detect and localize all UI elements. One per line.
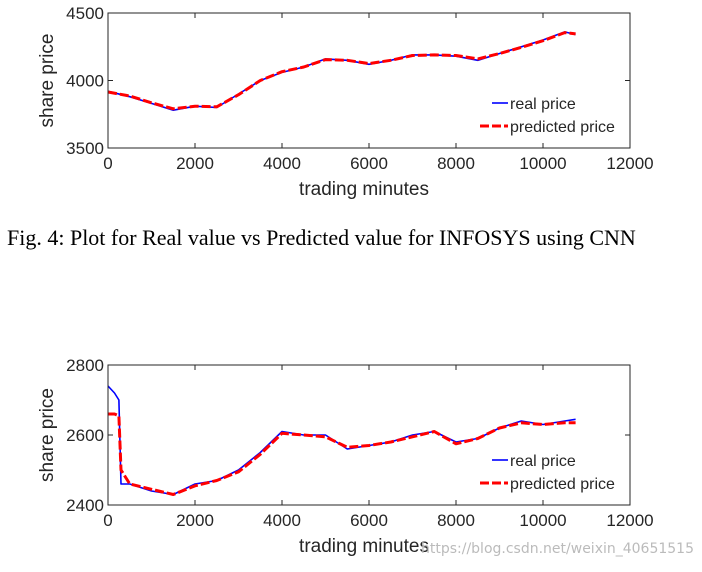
y-tick-label: 4500 <box>66 4 104 23</box>
y-tick-label: 2600 <box>66 426 104 445</box>
x-tick-label: 0 <box>103 154 112 173</box>
y-tick-label: 4000 <box>66 72 104 91</box>
figure-caption: Fig. 4: Plot for Real value vs Predicted… <box>7 225 636 250</box>
series-line <box>107 31 576 111</box>
watermark: https://blog.csdn.net/weixin_40651515 <box>420 541 694 557</box>
y-tick-label: 2800 <box>66 356 104 375</box>
plot-frame <box>107 364 631 506</box>
x-tick-label: 6000 <box>350 511 388 530</box>
series-line <box>108 412 576 496</box>
x-tick-label: 10000 <box>519 154 566 173</box>
x-tick-label: 12000 <box>606 154 653 173</box>
chart: 2400 2600 2800 0 2000 4000 6000 8000 10000 12000 t… <box>37 356 654 557</box>
plot-frame <box>107 12 631 149</box>
legend-label: predicted price <box>510 119 615 136</box>
x-tick-label: 12000 <box>606 511 653 530</box>
x-tick-label: 10000 <box>519 511 566 530</box>
x-axis-label: trading minutes <box>299 536 429 557</box>
x-tick-label: 4000 <box>263 511 301 530</box>
y-axis-label: share price <box>37 388 58 482</box>
x-tick-label: 2000 <box>176 511 214 530</box>
x-tick-label: 4000 <box>263 154 301 173</box>
x-tick-label: 6000 <box>350 154 388 173</box>
chart: 3500 4000 4500 0 2000 4000 6000 8000 10000 12000 t… <box>37 4 654 200</box>
x-tick-label: 0 <box>103 511 112 530</box>
legend-label: predicted price <box>510 476 615 493</box>
x-tick-label: 8000 <box>437 154 475 173</box>
plot-area <box>108 365 630 505</box>
legend-label: real price <box>510 96 576 113</box>
y-tick-label: 3500 <box>66 139 104 158</box>
y-axis-label: share price <box>37 34 58 128</box>
x-axis-label: trading minutes <box>299 179 429 200</box>
y-tick-label: 2400 <box>66 496 104 515</box>
x-tick-label: 2000 <box>176 154 214 173</box>
x-tick-label: 8000 <box>437 511 475 530</box>
legend-label: real price <box>510 453 576 470</box>
plot-area <box>108 13 630 148</box>
